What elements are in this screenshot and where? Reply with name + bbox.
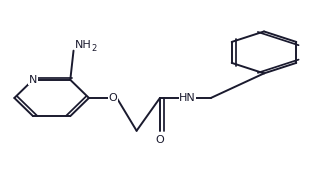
Text: N: N <box>29 75 37 85</box>
Text: NH: NH <box>75 40 91 50</box>
Text: 2: 2 <box>91 44 96 53</box>
Text: O: O <box>156 135 164 145</box>
Text: O: O <box>109 93 118 103</box>
Text: HN: HN <box>179 93 196 103</box>
